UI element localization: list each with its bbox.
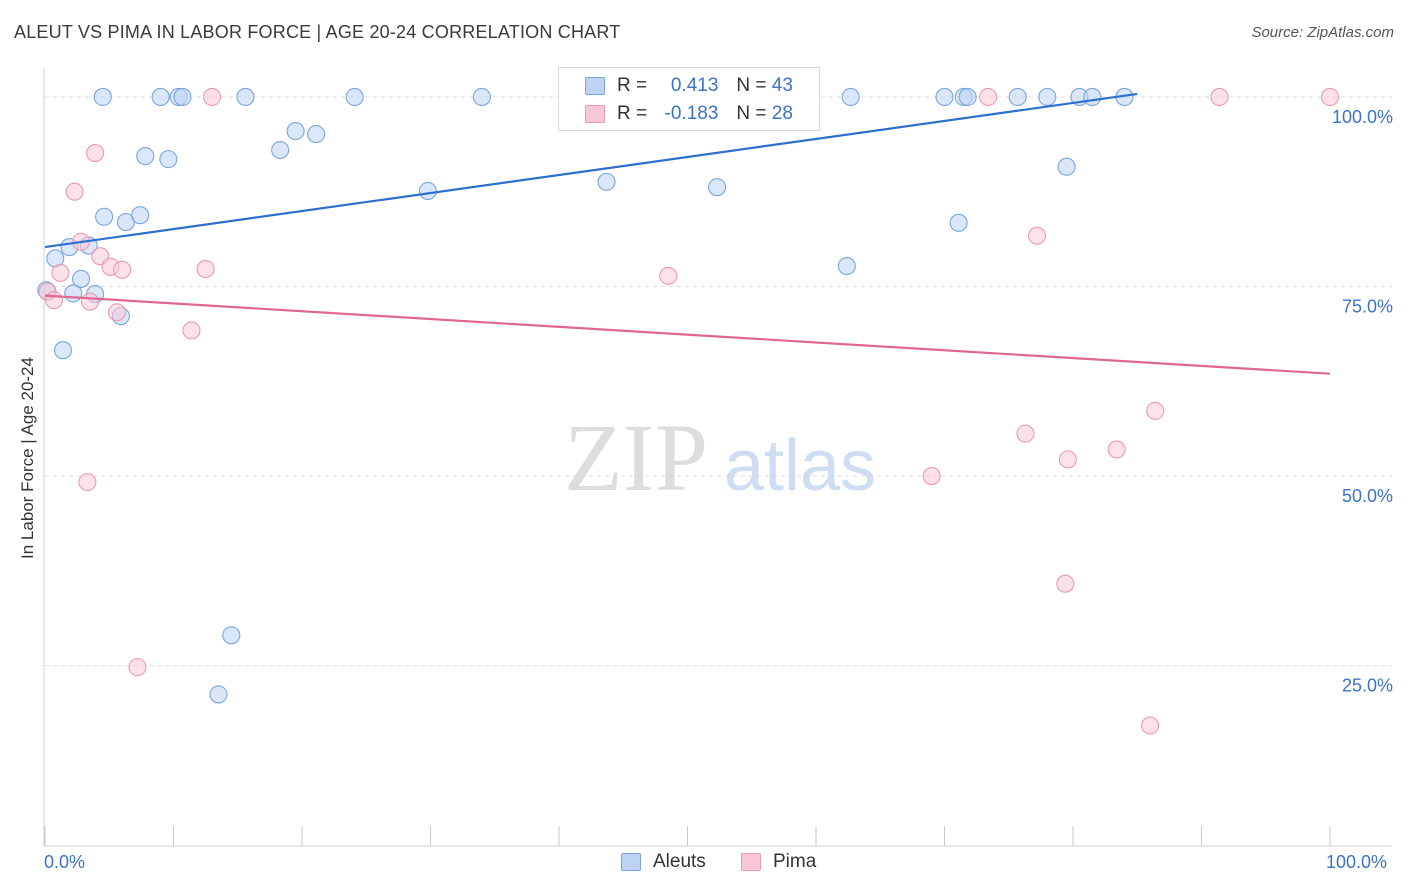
aleuts-point-14 (151, 87, 170, 107)
aleuts-point-17 (173, 87, 192, 107)
pima-point-22 (1107, 440, 1126, 459)
aleuts-point-42 (837, 256, 856, 276)
aleuts-point-13 (136, 147, 155, 166)
legend-swatch-pima (585, 105, 605, 123)
legend-aleuts-n-value: 43 (771, 75, 793, 96)
series-legend: Aleuts Pima (0, 851, 1406, 877)
source-label: Source: ZipAtlas.com (1251, 24, 1394, 41)
pima-point-16 (922, 467, 941, 486)
pima-point-12 (182, 321, 201, 340)
aleuts-point-38 (1057, 157, 1076, 176)
pima-point-14 (203, 87, 222, 107)
stats-legend: R = 0.413 N = 43 R = -0.183 N = 28 (558, 67, 820, 131)
pima-point-2 (51, 263, 70, 282)
aleuts-point-5 (71, 269, 91, 288)
legend-row-pima: R = -0.183 N = 28 (585, 102, 793, 126)
x-tick-label-max: 100.0% (1326, 852, 1388, 872)
y-tick-labels: 100.0% 75.0% 50.0% 25.0% (1332, 107, 1393, 696)
y-axis-label: In Labor Force | Age 20-24 (18, 357, 37, 559)
aleuts-point-12 (131, 206, 150, 225)
chart-title: ALEUT VS PIMA IN LABOR FORCE | AGE 20-24… (14, 22, 621, 42)
legend-swatch-pima-bottom (741, 853, 761, 871)
y-tick-label-1: 75.0% (1342, 297, 1393, 317)
aleuts-point-25 (418, 181, 437, 201)
y-tick-label-2: 50.0% (1342, 486, 1393, 506)
legend-label-pima: Pima (773, 851, 817, 872)
pima-point-17 (979, 87, 998, 107)
aleuts-point-27 (597, 172, 616, 191)
legend-label-aleuts: Aleuts (653, 851, 706, 872)
aleuts-point-23 (307, 125, 326, 144)
aleuts-point-21 (271, 140, 290, 160)
pima-point-24 (1146, 401, 1165, 420)
aleuts-point-35 (958, 87, 977, 107)
aleuts-point-20 (236, 87, 255, 107)
legend-pima-n-label: N = (736, 103, 767, 124)
pima-point-15 (659, 266, 678, 285)
legend-item-aleuts: Aleuts (621, 851, 706, 873)
aleuts-point-36 (1008, 87, 1027, 107)
watermark: ZIP atlas (564, 404, 876, 511)
aleuts-point-18 (209, 685, 228, 704)
aleuts-point-22 (286, 122, 305, 141)
aleuts-point-26 (472, 87, 491, 107)
aleuts-point-9 (93, 87, 112, 107)
legend-swatch-aleuts (585, 77, 605, 95)
aleuts-point-32 (935, 87, 954, 107)
pima-point-25 (1210, 87, 1229, 107)
pima-point-26 (1320, 87, 1340, 107)
pima-point-5 (78, 473, 97, 492)
aleuts-point-29 (708, 178, 727, 197)
legend-aleuts-r-value: 0.413 (670, 75, 719, 96)
pima-point-13 (196, 260, 215, 279)
aleuts-point-37 (1038, 87, 1057, 107)
legend-pima-r-label: R = (617, 103, 648, 124)
legend-swatch-aleuts-bottom (621, 853, 641, 871)
legend-item-pima: Pima (741, 851, 816, 873)
aleuts-point-33 (949, 213, 968, 232)
watermark-atlas: atlas (724, 426, 876, 506)
aleuts-point-24 (345, 87, 364, 107)
aleuts-point-15 (159, 150, 178, 169)
aleuts-point-40 (1083, 87, 1102, 107)
y-tick-label-3: 25.0% (1342, 676, 1393, 696)
legend-pima-n-value: 28 (771, 103, 793, 124)
aleuts-point-2 (53, 341, 73, 360)
pima-point-21 (1058, 450, 1077, 469)
pima-point-23 (1141, 716, 1160, 735)
axes (43, 68, 1392, 847)
pima-point-19 (1027, 226, 1047, 245)
y-tick-label-0: 100.0% (1332, 107, 1393, 127)
pima-point-9 (107, 303, 127, 322)
trend-line-pima (44, 294, 1331, 375)
pima-point-11 (128, 658, 147, 677)
legend-row-aleuts: R = 0.413 N = 43 (585, 74, 793, 98)
legend-aleuts-r-label: R = (617, 75, 648, 96)
pima-point-20 (1056, 574, 1075, 593)
series-pima-points (38, 87, 1340, 735)
x-tick-label-min: 0.0% (44, 852, 86, 872)
aleuts-point-19 (222, 626, 241, 645)
trend-line-aleuts (44, 92, 1138, 249)
trend-lines (44, 92, 1331, 375)
legend-pima-r-value: -0.183 (664, 103, 719, 124)
pima-point-3 (65, 182, 84, 201)
pima-point-1 (44, 291, 64, 310)
pima-point-6 (86, 144, 105, 163)
pima-point-27 (80, 292, 100, 311)
pima-point-10 (113, 260, 132, 279)
watermark-zip: ZIP (564, 404, 708, 511)
aleuts-point-8 (95, 207, 114, 226)
aleuts-point-31 (841, 87, 860, 107)
legend-aleuts-n-label: N = (736, 75, 767, 96)
pima-point-18 (1016, 424, 1035, 443)
series-aleuts-points (37, 87, 1134, 704)
